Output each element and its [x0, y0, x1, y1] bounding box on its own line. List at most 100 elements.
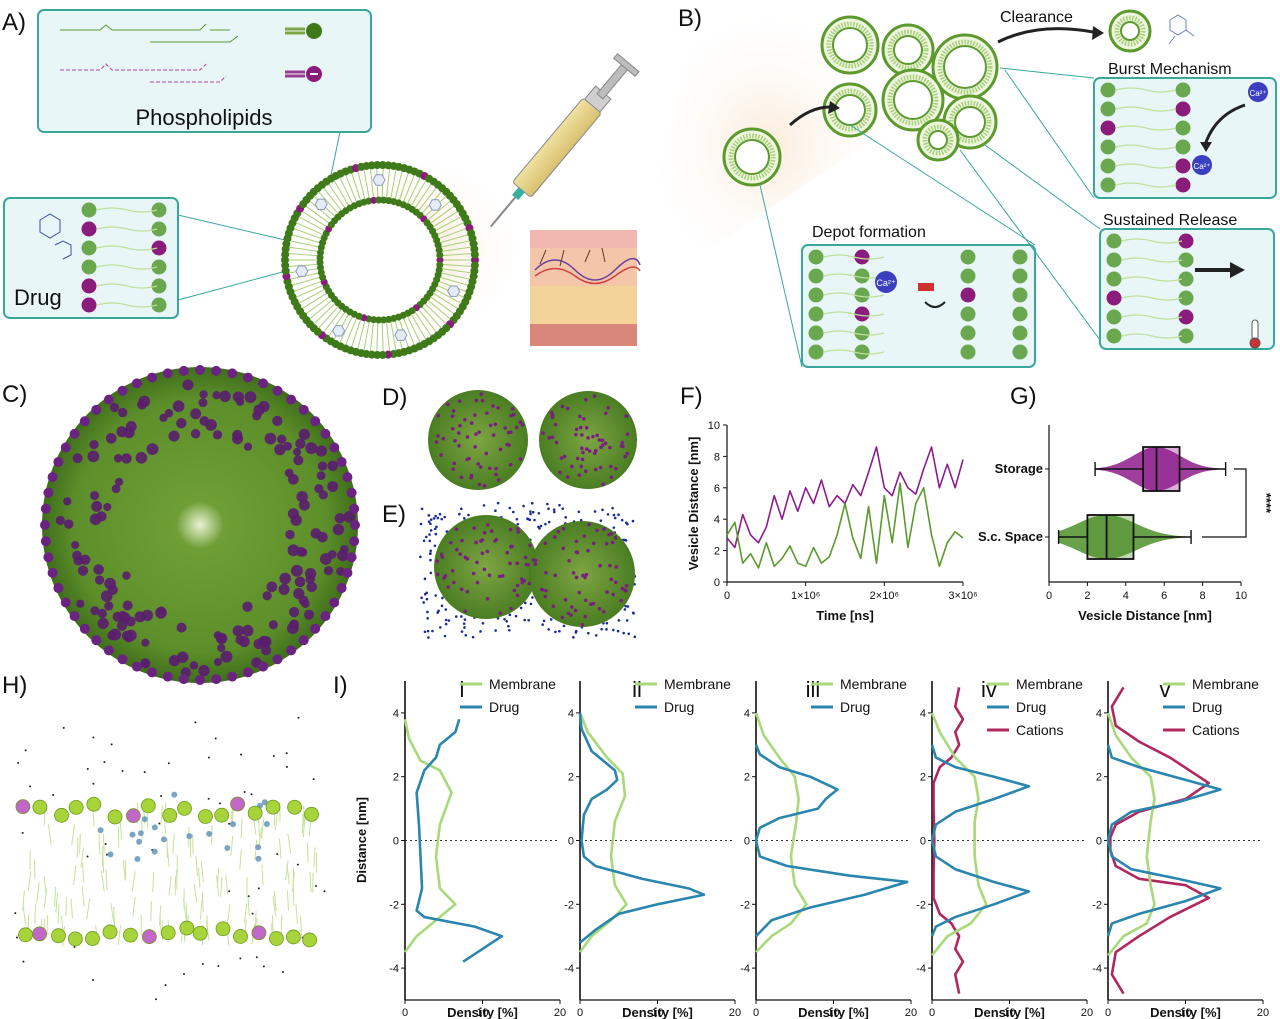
headgroup-particles [40, 365, 360, 685]
subplot-label: iii [806, 677, 821, 702]
legend-label-cations: Cations [1192, 722, 1239, 738]
y-tick-label: 6 [714, 483, 720, 495]
x-tick-label: 20 [905, 1007, 917, 1019]
x-axis-title: Density [%] [798, 1005, 869, 1019]
y-tick-label: 2 [393, 772, 399, 784]
x-tick-label: 0 [929, 1007, 935, 1019]
y-axis-title: Vesicle Distance [nm] [686, 437, 701, 571]
svg-text:Ca²⁺: Ca²⁺ [1193, 162, 1210, 171]
panel-h: H) [2, 672, 326, 1001]
vesicle-d-2 [539, 391, 637, 489]
calcium-ion-icon [1248, 82, 1268, 102]
panel-label-g: G) [1010, 383, 1037, 410]
x-tick-label: 4 [1123, 590, 1129, 602]
pc-head-icon [306, 23, 322, 39]
x-tick-label: 0 [577, 1007, 583, 1019]
distribution-cloud [1058, 515, 1192, 559]
y-tick-label: 4 [744, 708, 750, 720]
y-tick-label: 4 [714, 514, 720, 526]
x-axis-title: Density [%] [974, 1005, 1045, 1019]
x-tick-label: 2×10⁶ [870, 590, 899, 602]
x-tick-label: 10 [1179, 1007, 1191, 1019]
legend-label-membrane: Membrane [840, 676, 907, 692]
panel-g: G) 0 2 4 6 8 10 Vesicle Distance [nm] Storage S.… [978, 383, 1274, 623]
x-tick-label: 8 [1200, 590, 1206, 602]
panel-f: F) 0 2 4 6 8 10 0 1×10⁶ 2×10⁶ 3×10⁶ Time [ns] Vesic… [680, 383, 978, 623]
svg-text:Ca²⁺: Ca²⁺ [876, 278, 896, 288]
x-tick-label: 2 [1084, 590, 1090, 602]
series-line-0 [726, 446, 964, 549]
depot-box [801, 244, 1036, 368]
y-tick-label: 0 [393, 836, 399, 848]
y-tick-label: 4 [393, 708, 399, 720]
drug-label: Drug [14, 285, 62, 310]
y-tick-label: 0 [744, 836, 750, 848]
drug-molecule [39, 213, 72, 260]
y-tick-label: 8 [714, 451, 720, 463]
x-tick-label: 10 [1003, 1007, 1015, 1019]
box [1142, 446, 1181, 492]
panel-label-d: D) [382, 384, 407, 411]
pc-structure [60, 23, 239, 43]
y-tick-label: 2 [568, 772, 574, 784]
depot-label: Depot formation [812, 224, 926, 241]
pg-structure [60, 63, 227, 83]
liposome [281, 161, 479, 359]
depot-bilayer [808, 249, 1028, 360]
panel-label-e: E) [382, 501, 406, 528]
phospholipids-box [37, 9, 372, 133]
panel-b: B) Clearance Burst Mechanism Ca²⁺ Ca²⁺ S… [635, 0, 1277, 368]
significance-bracket [1202, 468, 1247, 538]
y-tick-label: 4 [568, 708, 574, 720]
legend-label-cations: Cations [1016, 722, 1063, 738]
y-tick-label: 4 [1096, 708, 1102, 720]
phospholipids-label: Phospholipids [136, 105, 273, 130]
x-axis-title: Time [ns] [816, 608, 874, 623]
x-tick-label: 3×10⁶ [948, 590, 977, 602]
skin-icon [530, 230, 641, 346]
y-tick-label: -2 [740, 899, 750, 911]
x-tick-label: 10 [1235, 590, 1247, 602]
legend-label-drug: Drug [664, 699, 694, 715]
subplot-label: ii [632, 677, 642, 702]
membrane-line [1106, 712, 1156, 957]
sustained-box [1099, 228, 1275, 350]
x-axis-title: Vesicle Distance [nm] [1078, 608, 1212, 623]
y-tick-label: -2 [389, 899, 399, 911]
panel-d: D) [382, 384, 637, 490]
legend-label-drug: Drug [840, 699, 870, 715]
y-tick-label: 0 [920, 836, 926, 848]
x-tick-label: 20 [1257, 1007, 1269, 1019]
panel-label-a: A) [2, 9, 26, 36]
y-tick-label: 10 [708, 420, 720, 432]
subplot-label: i [460, 677, 465, 702]
x-tick-label: 0 [1105, 1007, 1111, 1019]
syringe-icon [489, 52, 640, 228]
x-tick-label: 0 [724, 590, 730, 602]
calcium-ion-depot-icon [875, 271, 897, 293]
panel-label-i: I) [333, 672, 348, 699]
x-tick-label: 0 [1046, 590, 1052, 602]
membrane-line [754, 712, 808, 954]
calcium-ion-bound-icon [1192, 155, 1212, 175]
burst-label: Burst Mechanism [1108, 61, 1232, 78]
cations-line [932, 687, 965, 994]
x-tick-label: 10 [476, 1007, 488, 1019]
panel-label-h: H) [2, 672, 27, 699]
y-tick-label: -4 [916, 963, 926, 975]
arrow-clearance [997, 27, 1094, 44]
subplot-label: iv [981, 677, 997, 702]
legend-label-drug: Drug [489, 699, 519, 715]
arrow-aggregate [788, 105, 831, 127]
panel-c: C) [2, 365, 360, 685]
y-tick-label: 2 [744, 772, 750, 784]
drug-line [578, 712, 706, 944]
category-label: S.c. Space [978, 529, 1043, 544]
chart-g: 0 2 4 6 8 10 Vesicle Distance [nm] Storage S.c. … [978, 425, 1274, 623]
